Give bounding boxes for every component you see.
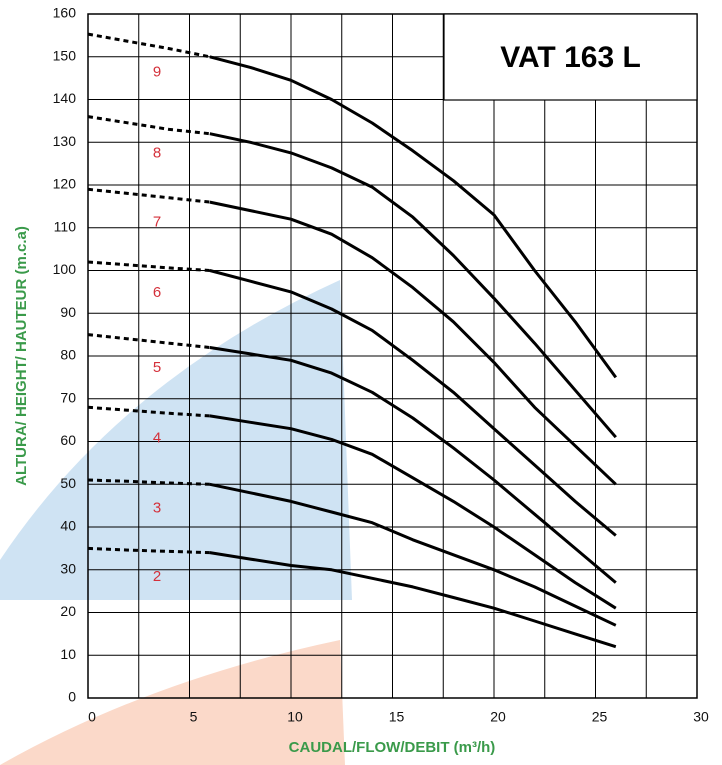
curve-dashed [87,260,210,272]
y-tick-label: 100 [53,261,77,277]
curve-label: 5 [153,359,161,376]
curve [209,482,617,627]
y-tick-label: 140 [53,90,77,106]
curve-dashed [87,32,211,59]
curve [209,132,617,439]
y-tick-label: 90 [60,304,76,320]
curve [209,414,617,610]
curve-label: 7 [153,214,161,231]
chart-title: VAT 163 L [500,41,641,74]
grid: 0102030405060708090100110120130140150160… [53,5,709,725]
y-tick-label: 50 [60,475,76,491]
curve [209,551,617,649]
y-tick-label: 60 [60,432,76,448]
x-tick-label: 20 [490,709,506,725]
curves: 2 3 4 5 6 7 8 9 [87,32,618,649]
y-axis-label: ALTURA/ HEIGHT/ HAUTEUR (m.c.a) [13,226,30,486]
curve-dashed [87,478,210,486]
x-tick-label: 25 [592,709,608,725]
curve-label: 9 [153,63,161,80]
curve-label: 6 [153,284,161,301]
curve-label: 2 [153,568,161,585]
y-tick-label: 110 [54,218,77,234]
y-tick-label: 80 [60,347,76,363]
curve-label: 8 [153,144,161,161]
y-tick-label: 30 [60,560,76,576]
curve [209,269,617,537]
curve-dashed [87,546,210,555]
curve-label: 4 [153,429,161,446]
y-tick-label: 0 [68,689,76,705]
title-box [443,13,698,101]
curve-dashed [87,333,210,349]
y-tick-label: 160 [53,5,77,21]
curve [209,55,618,379]
y-tick-label: 130 [53,133,77,149]
curve-dashed [87,405,210,418]
curve-label: 3 [153,499,161,516]
background-shape-blue [0,280,352,600]
x-tick-label: 10 [287,709,303,725]
background-shape-orange [0,640,345,765]
y-tick-label: 20 [60,603,76,619]
y-tick-label: 150 [53,47,77,63]
y-tick-label: 40 [60,518,76,534]
curve-dashed [87,187,210,204]
x-tick-label: 30 [693,709,709,725]
curve [209,346,617,584]
x-axis-label: CAUDAL/FLOW/DEBIT (m³/h) [289,739,496,756]
x-tick-label: 0 [88,709,96,725]
curve-dashed [87,115,210,136]
y-tick-label: 10 [60,646,76,662]
x-tick-label: 15 [389,709,405,725]
x-tick-label: 5 [190,709,198,725]
y-tick-label: 120 [53,176,77,192]
y-tick-label: 70 [60,389,76,405]
curve [209,200,617,486]
plot-frame [87,13,698,699]
